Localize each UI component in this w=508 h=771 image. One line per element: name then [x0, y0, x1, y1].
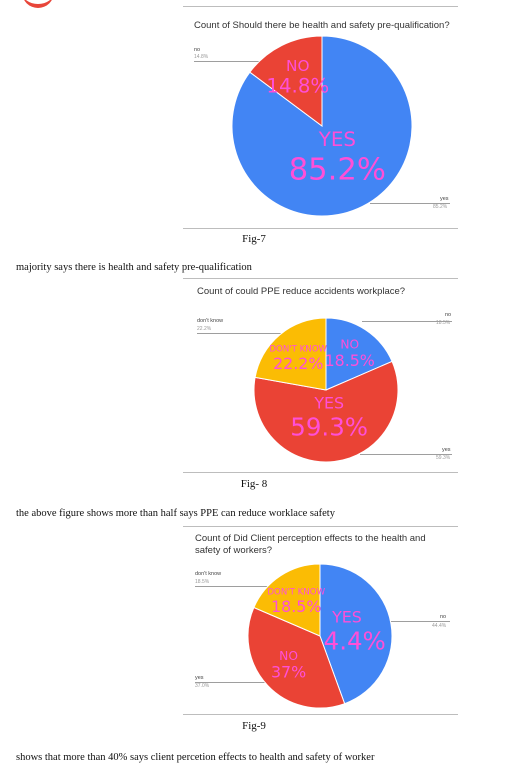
slice-value-label: 59.3% — [290, 413, 368, 442]
slice-side-value: 59.3% — [436, 455, 451, 461]
description-text: the above figure shows more than half sa… — [16, 508, 335, 519]
pie-slice-yes — [319, 563, 393, 705]
figure-top-rule — [183, 526, 458, 527]
leader-line — [195, 682, 270, 683]
slice-side-value: 22.2% — [197, 326, 212, 332]
slice-value-label: 22.2% — [273, 354, 323, 373]
slice-value-label: 37% — [271, 663, 306, 682]
slice-side-label: no — [194, 47, 201, 53]
chart-title: Count of Should there be health and safe… — [194, 20, 450, 31]
slice-side-label: yes — [442, 447, 451, 453]
chart-title: Count of could PPE reduce accidents work… — [197, 286, 406, 297]
slice-side-label: no — [445, 312, 452, 318]
slice-value-label: 18.5% — [271, 597, 321, 616]
slice-side-label: don't know — [195, 571, 222, 577]
slice-side-label: yes — [195, 675, 204, 681]
slice-side-value: 44.4% — [432, 623, 447, 629]
slice-name-label: YES — [313, 394, 344, 413]
slice-value-label: 18.5% — [325, 351, 375, 370]
slice-name-label: NO — [279, 649, 298, 663]
leader-line — [197, 333, 289, 334]
pie-slice-don-t-know — [253, 563, 321, 637]
figure-bottom-rule — [183, 228, 458, 229]
slice-name-label: YES — [331, 608, 362, 627]
pie-slice-yes — [253, 360, 399, 463]
slice-side-label: yes — [440, 196, 449, 202]
figure-bottom-rule — [183, 472, 458, 473]
slice-side-label: don't know — [197, 318, 224, 324]
pie-slice-no — [249, 35, 323, 127]
leader-line — [195, 586, 290, 587]
figure-description: majority says there is health and safety… — [16, 262, 252, 273]
figure-caption: Fig-7 — [242, 233, 266, 245]
figure-description: shows that more than 40% says client per… — [16, 752, 375, 763]
leader-line — [370, 203, 450, 204]
leader-line — [362, 321, 452, 322]
slice-side-label: no — [440, 614, 447, 620]
chart-title: Count of Did Client perception effects t… — [195, 533, 426, 556]
slice-name-label: DON'T KNOW — [269, 344, 327, 354]
slice-name-label: YES — [318, 128, 356, 151]
pie-slice-don-t-know — [254, 317, 327, 391]
slice-side-value: 85.2% — [433, 204, 448, 210]
figure-top-rule — [183, 278, 458, 279]
pie-slice-no — [325, 317, 393, 391]
leader-line — [380, 621, 450, 622]
slice-name-label: NO — [286, 57, 309, 75]
slice-side-value: 37.0% — [195, 683, 210, 689]
slice-value-label: 85.2% — [289, 153, 386, 188]
figure-caption: Fig-9 — [242, 720, 266, 732]
slice-side-value: 18.5% — [195, 579, 210, 585]
figure-caption: Fig- 8 — [240, 478, 268, 490]
figure-description: the above figure shows more than half sa… — [16, 508, 335, 519]
pie-slice-no — [247, 606, 346, 709]
slice-name-label: DON'T KNOW — [267, 587, 325, 597]
leader-line — [360, 454, 452, 455]
slice-side-value: 14.8% — [194, 54, 209, 60]
leader-line — [194, 61, 298, 62]
figure-bottom-rule — [183, 714, 458, 715]
logo-fragment — [22, 0, 54, 8]
slice-side-value: 18.5% — [436, 320, 451, 326]
slice-name-label: NO — [340, 337, 359, 351]
slice-value-label: 14.8% — [266, 75, 329, 98]
figure-top-rule — [183, 6, 458, 7]
